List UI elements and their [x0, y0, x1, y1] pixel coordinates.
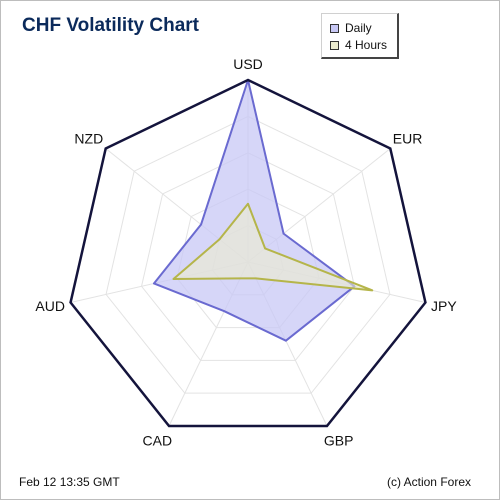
- axis-label-usd: USD: [233, 56, 263, 72]
- axis-label-eur: EUR: [393, 131, 423, 147]
- axis-label-cad: CAD: [143, 432, 173, 448]
- legend-swatch-4-hours: [330, 40, 339, 50]
- point-4-hours-usd: [247, 202, 249, 205]
- point-4-hours-aud: [172, 278, 175, 280]
- point-4-hours-eur: [264, 247, 266, 250]
- footer-date: Feb 12 13:35 GMT: [19, 475, 120, 489]
- point-daily-cad: [223, 310, 226, 312]
- footer-credit: (c) Action Forex: [386, 475, 471, 489]
- grid-ring-4: [105, 115, 391, 394]
- series-layer: [152, 79, 374, 342]
- legend-swatch-daily: [330, 23, 339, 33]
- point-4-hours-cad: [239, 277, 241, 280]
- axis-labels: USD EUR JPY GBP CAD AUD NZD: [35, 56, 457, 448]
- series-4-hours-area: [172, 202, 374, 292]
- point-4-hours-jpy: [371, 289, 374, 292]
- legend-item-daily: Daily: [330, 20, 372, 36]
- point-daily-gbp: [285, 339, 287, 342]
- point-daily-nzd: [200, 223, 202, 226]
- chart-title: CHF Volatility Chart: [22, 15, 199, 36]
- grid-ring-2: [176, 188, 320, 329]
- axis-label-gbp: GBP: [324, 432, 354, 448]
- point-4-hours-nzd: [218, 238, 221, 241]
- outer-border: [69, 78, 427, 428]
- legend-label-4-hours: 4 Hours: [345, 38, 388, 52]
- point-daily-eur: [282, 232, 285, 235]
- axis-label-jpy: JPY: [431, 298, 457, 314]
- axis-label-nzd: NZD: [74, 131, 103, 147]
- outer-layer: [69, 78, 427, 428]
- point-daily-aud: [153, 282, 155, 285]
- point-4-hours-gbp: [255, 277, 257, 280]
- legend: Daily 4 Hours: [321, 13, 399, 59]
- legend-item-4-hours: 4 Hours: [330, 37, 387, 53]
- grid-ring-3: [140, 152, 356, 361]
- axis-label-aud: AUD: [35, 298, 65, 314]
- legend-label-daily: Daily: [345, 21, 372, 35]
